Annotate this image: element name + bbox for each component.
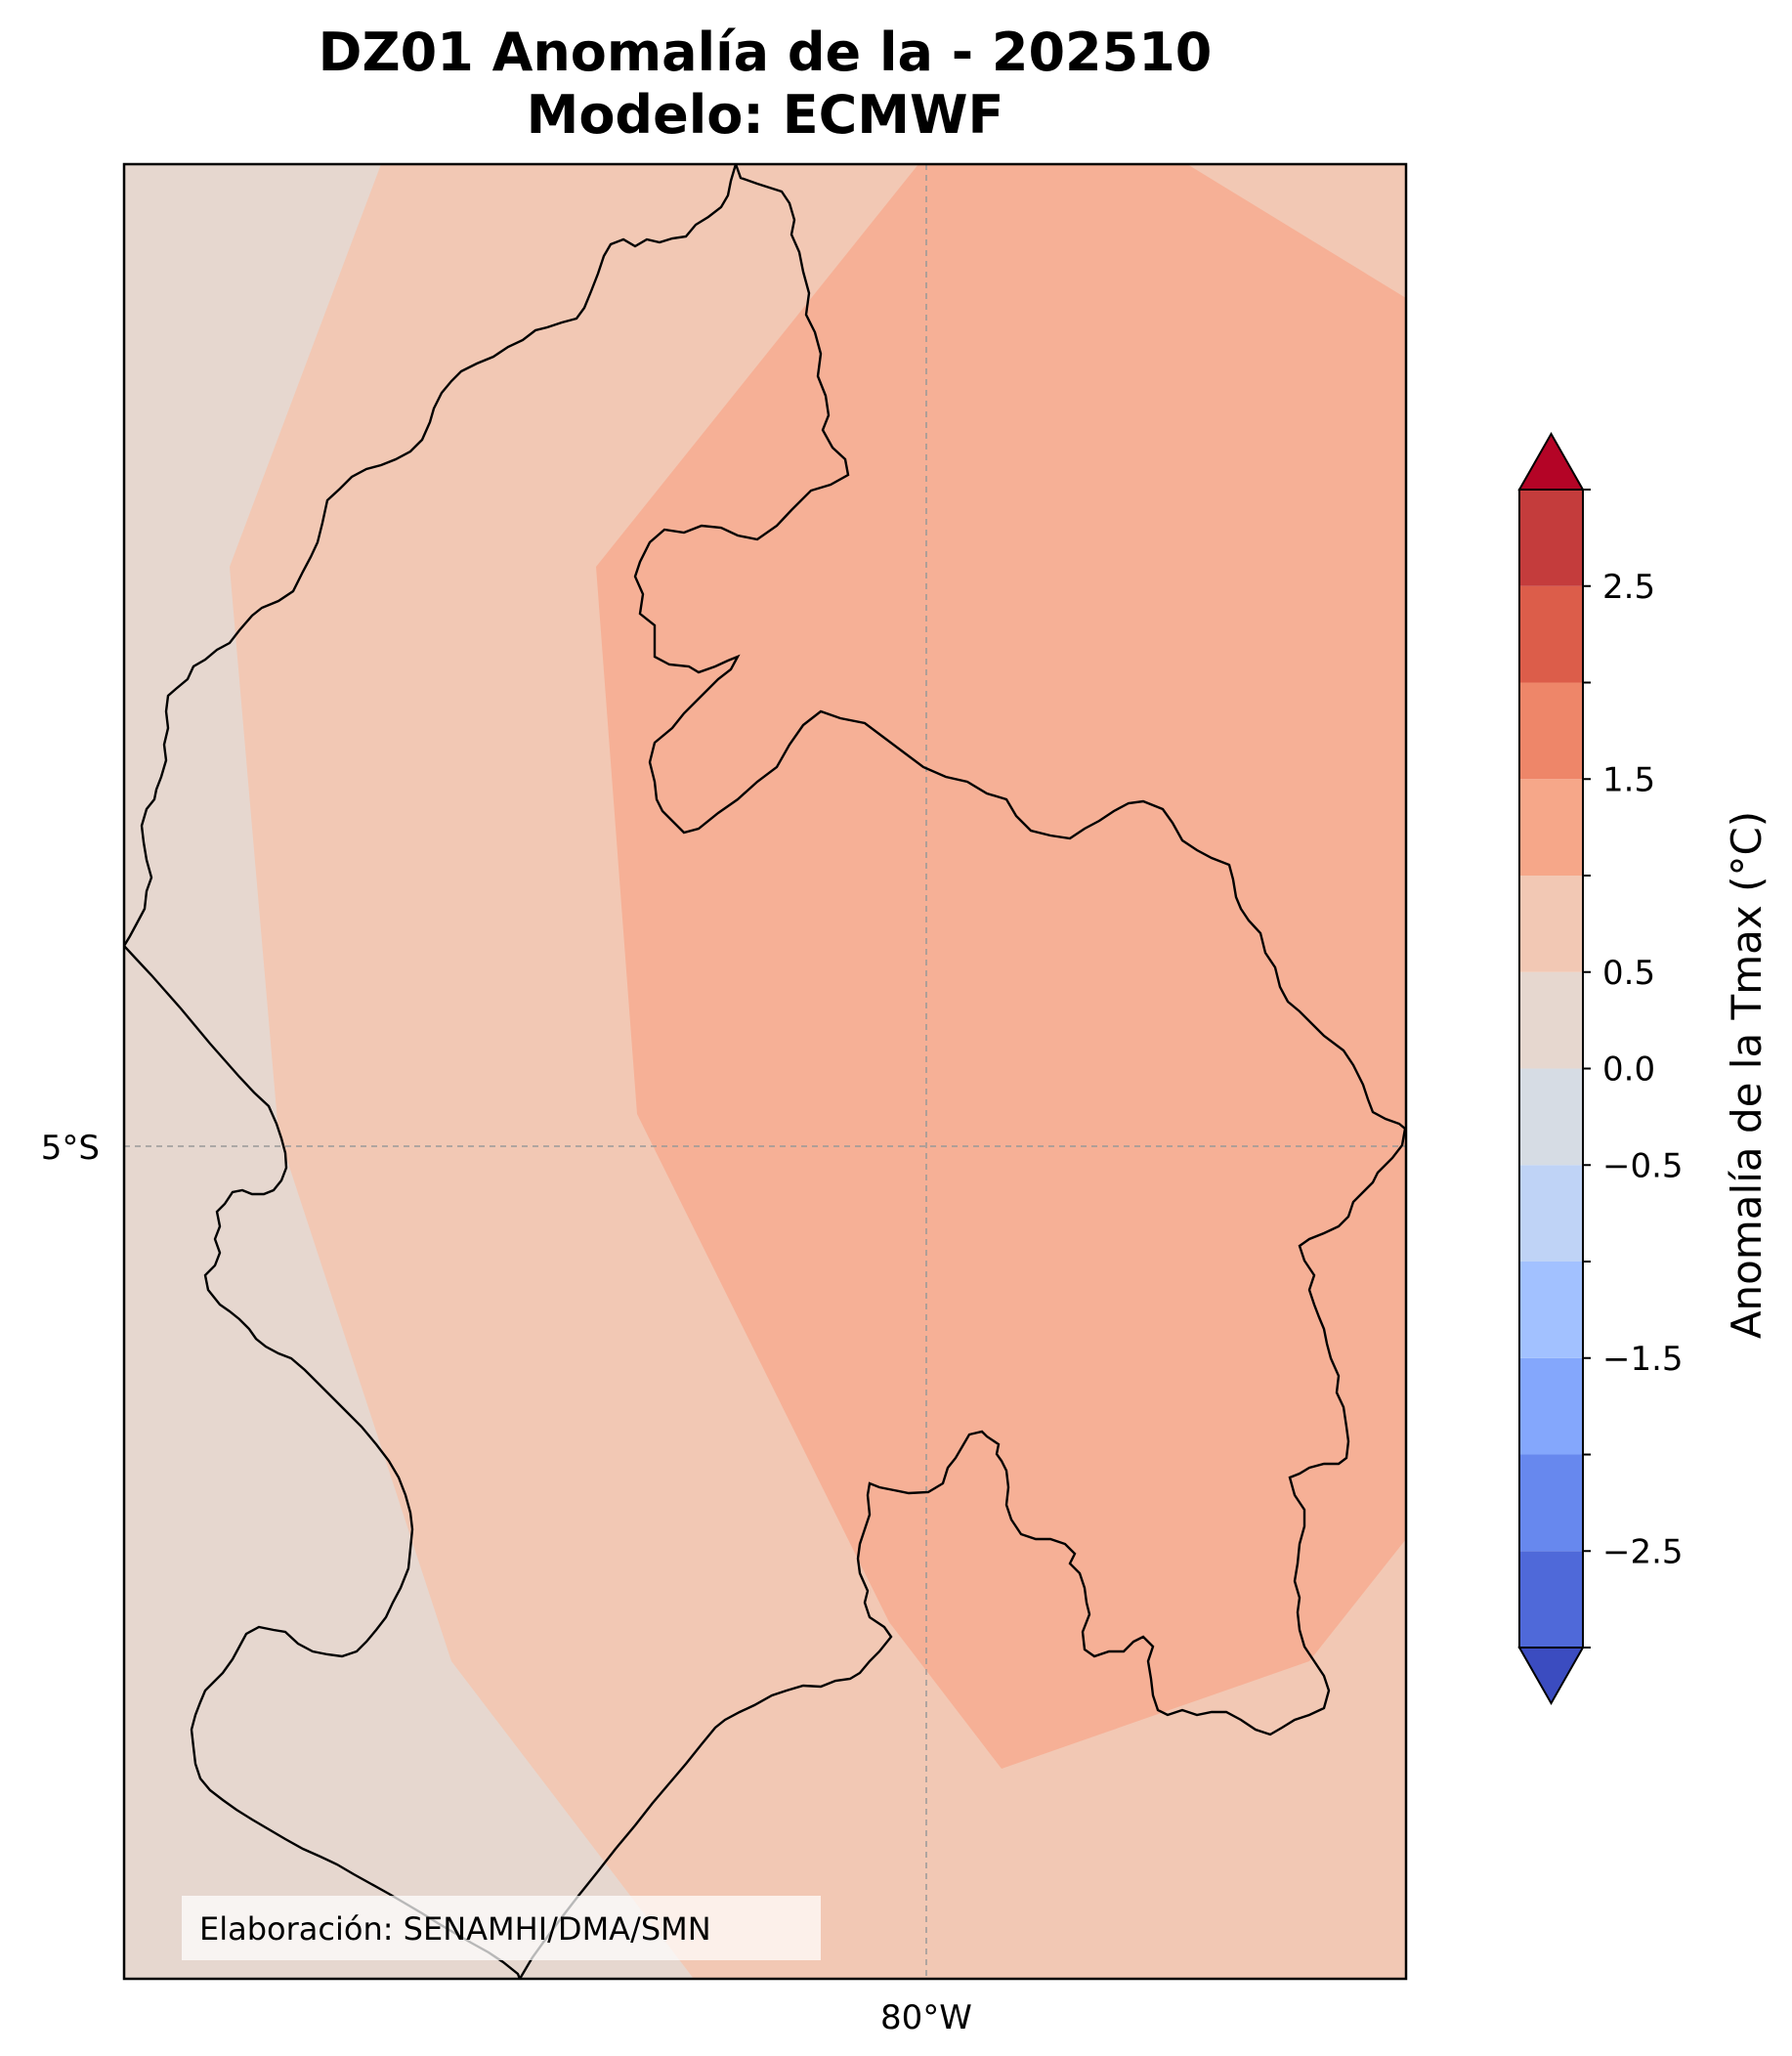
colorbar-tick-label: 0.5 — [1602, 954, 1655, 993]
colorbar-tick-label: −0.5 — [1602, 1146, 1684, 1185]
colorbar-tick-label: 2.5 — [1602, 568, 1655, 607]
colorbar-segment — [1519, 1551, 1583, 1648]
colorbar-segment — [1519, 876, 1583, 972]
peninsula-coast — [124, 945, 522, 1979]
coastline — [124, 164, 738, 947]
title-line-1: DZ01 Anomalía de la - 202510 — [318, 21, 1213, 83]
lat-tick-label: 5°S — [41, 1129, 100, 1168]
colorbar-extend-bottom — [1517, 1647, 1585, 1706]
credit-text: Elaboración: SENAMHI/DMA/SMN — [199, 1910, 711, 1948]
map-frame — [122, 162, 1408, 1981]
credit-box — [182, 1896, 821, 1960]
chart-title: DZ01 Anomalía de la - 202510 Modelo: ECM… — [124, 21, 1406, 147]
region-boundary — [518, 164, 1406, 1979]
colorbar-segment — [1519, 1165, 1583, 1262]
colorbar-tick-label: −1.5 — [1602, 1340, 1684, 1379]
colorbar-segment — [1519, 1068, 1583, 1166]
map-panel: Elaboración: SENAMHI/DMA/SMN — [124, 164, 1406, 1979]
title-line-2: Modelo: ECMWF — [526, 84, 1004, 146]
colorbar-segment — [1519, 1454, 1583, 1552]
colorbar-segment — [1519, 1262, 1583, 1358]
colorbar-extend-top — [1517, 431, 1585, 491]
lon-tick-label: 80°W — [880, 1998, 972, 2037]
colorbar-segment — [1519, 1357, 1583, 1455]
colorbar-tick-label: 0.0 — [1602, 1050, 1655, 1090]
colorbar-segment — [1519, 971, 1583, 1069]
colorbar-tick-label: −2.5 — [1602, 1532, 1684, 1571]
anomaly-field-high — [596, 164, 1406, 1769]
colorbar-title: Anomalía de la Tmax (°C) — [1723, 811, 1771, 1339]
colorbar-segment — [1519, 490, 1583, 586]
colorbar-segment — [1519, 585, 1583, 683]
colorbar: 2.5 1.5 0.5 0.0 −0.5 −1.5 −2.5 — [1517, 431, 1684, 1706]
colorbar-tick-label: 1.5 — [1602, 760, 1655, 799]
colorbar-segment — [1519, 779, 1583, 876]
colorbar-segment — [1519, 682, 1583, 780]
